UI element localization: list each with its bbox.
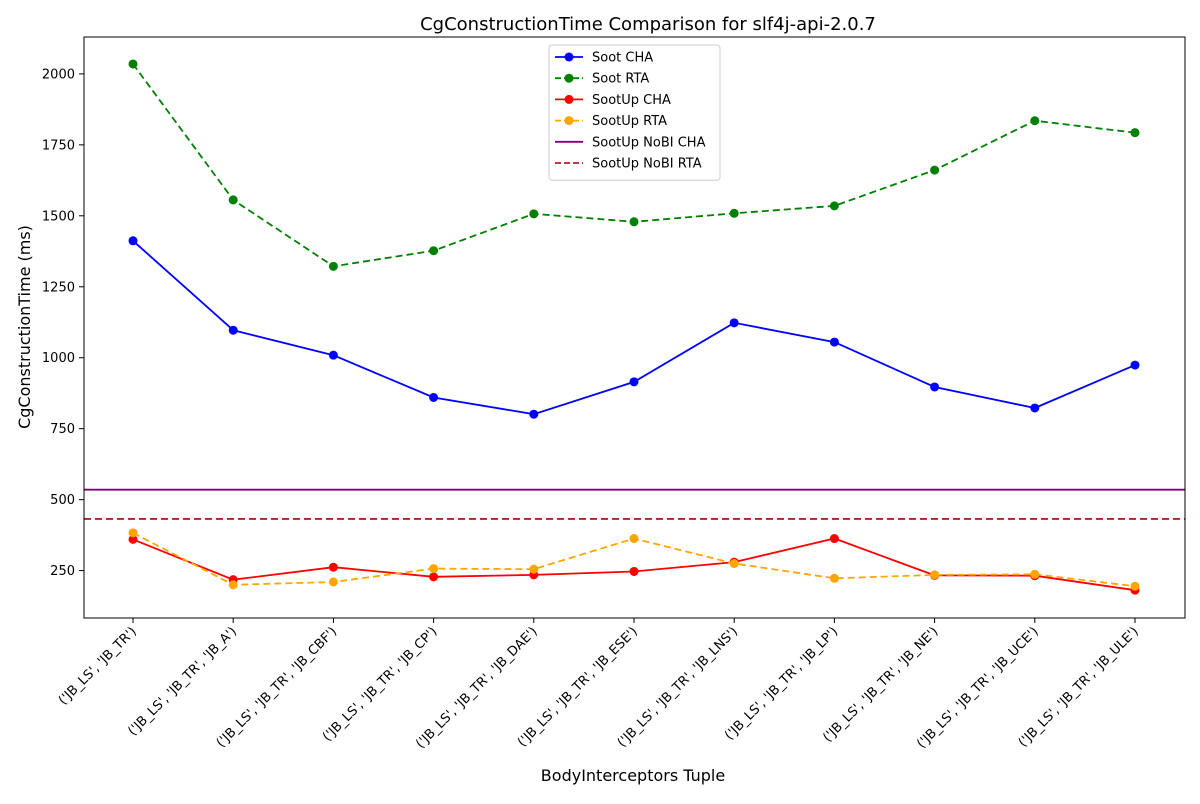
data-point — [829, 337, 839, 347]
data-point — [829, 573, 839, 583]
y-tick-label: 500 — [50, 493, 75, 508]
legend-marker — [564, 73, 574, 83]
data-point — [729, 318, 739, 328]
legend-label: SootUp RTA — [592, 114, 667, 129]
data-point — [128, 236, 138, 246]
chart-title: CgConstructionTime Comparison for slf4j-… — [420, 14, 876, 35]
data-point — [328, 562, 338, 572]
y-tick-label: 1750 — [42, 138, 75, 153]
data-point — [328, 350, 338, 360]
series-1 — [128, 59, 1140, 271]
data-point — [429, 392, 439, 402]
legend-marker — [564, 116, 574, 126]
data-point — [629, 566, 639, 576]
data-point — [429, 564, 439, 574]
x-axis-label: BodyInterceptors Tuple — [541, 766, 725, 785]
legend-item: SootUp CHA — [555, 93, 671, 108]
data-point — [1130, 128, 1140, 138]
legend: Soot CHA Soot RTA SootUp CHA SootUp RTA Soot… — [548, 44, 721, 181]
legend-item: SootUp NoBI CHA — [555, 135, 706, 150]
data-point — [930, 382, 940, 392]
legend-marker — [564, 94, 574, 104]
y-tick-label: 2000 — [42, 67, 75, 82]
legend-item: Soot RTA — [555, 72, 649, 87]
data-point — [1030, 403, 1040, 413]
data-point — [228, 325, 238, 335]
y-tick-label: 1250 — [42, 280, 75, 295]
series-0 — [128, 236, 1140, 419]
data-point — [529, 209, 539, 219]
y-tick-label: 750 — [50, 422, 75, 437]
data-point — [328, 261, 338, 271]
legend-marker — [564, 52, 574, 62]
data-point — [1130, 581, 1140, 591]
data-point — [829, 201, 839, 211]
y-tick-label: 1500 — [42, 209, 75, 224]
data-point — [328, 577, 338, 587]
legend-box — [548, 44, 721, 181]
legend-label: SootUp CHA — [592, 93, 671, 108]
data-point — [729, 559, 739, 569]
data-point — [930, 570, 940, 580]
data-point — [128, 528, 138, 538]
series-3 — [128, 528, 1140, 591]
legend-item: SootUp RTA — [555, 114, 667, 129]
y-axis-label: CgConstructionTime (ms) — [15, 225, 34, 429]
legend-item: SootUp NoBI RTA — [555, 157, 702, 172]
data-point — [429, 246, 439, 256]
data-point — [429, 572, 439, 582]
legend-label: SootUp NoBI RTA — [592, 157, 702, 172]
data-point — [228, 580, 238, 590]
data-point — [128, 59, 138, 69]
data-point — [729, 208, 739, 218]
legend-label: Soot RTA — [592, 72, 649, 87]
legend-label: Soot CHA — [592, 51, 653, 66]
data-point — [128, 534, 138, 544]
data-point — [930, 165, 940, 175]
data-point — [228, 195, 238, 205]
legend-label: SootUp NoBI CHA — [592, 135, 706, 150]
data-point — [629, 217, 639, 227]
data-point — [829, 534, 839, 544]
legend-item: Soot CHA — [555, 51, 653, 66]
data-point — [1030, 569, 1040, 579]
data-point — [1130, 360, 1140, 370]
data-point — [1030, 116, 1040, 126]
data-point — [529, 409, 539, 419]
data-point — [629, 377, 639, 387]
y-tick-label: 250 — [50, 564, 75, 579]
y-tick-label: 1000 — [42, 351, 75, 366]
data-point — [629, 534, 639, 544]
data-point — [529, 564, 539, 574]
